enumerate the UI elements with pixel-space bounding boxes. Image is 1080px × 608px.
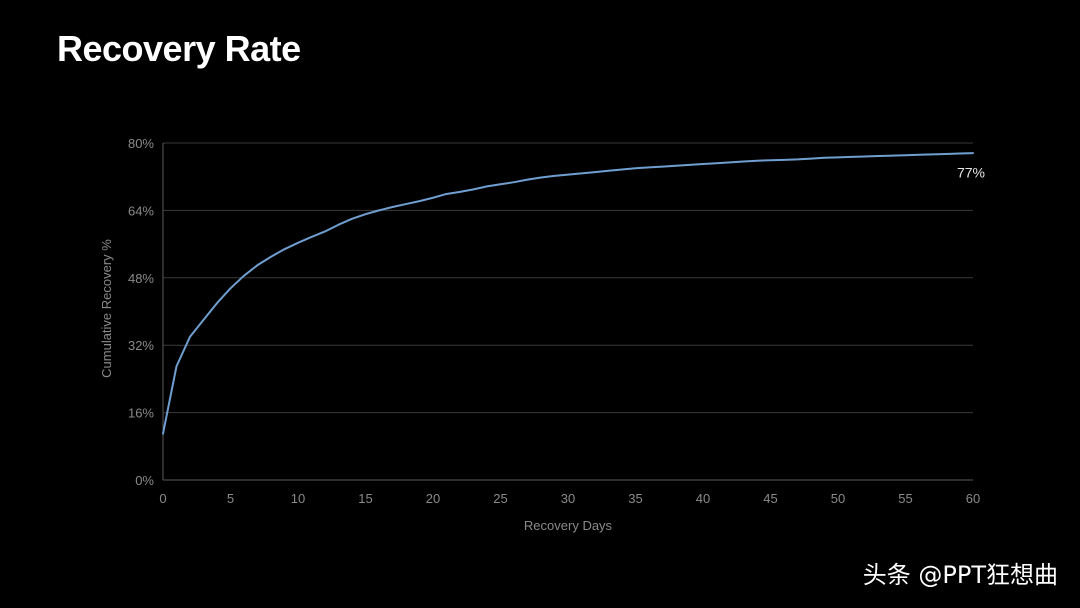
chart-series — [162, 152, 974, 435]
slide-title: Recovery Rate — [57, 28, 301, 69]
x-tick-label: 0 — [159, 491, 166, 506]
x-tick-label: 20 — [426, 491, 440, 506]
x-tick-label: 10 — [291, 491, 305, 506]
chart-gridlines — [163, 142, 973, 414]
y-tick-label: 16% — [128, 406, 154, 421]
x-tick-label: 5 — [227, 491, 234, 506]
x-tick-label: 25 — [493, 491, 507, 506]
x-tick-label: 15 — [358, 491, 372, 506]
y-tick-label: 0% — [135, 473, 154, 488]
x-tick-label: 60 — [966, 491, 980, 506]
x-tick-label: 45 — [763, 491, 777, 506]
end-value-label: 77% — [957, 165, 985, 181]
series-line — [162, 152, 974, 435]
y-tick-label: 48% — [128, 271, 154, 286]
y-tick-label: 80% — [128, 136, 154, 151]
watermark: 头条 @PPT狂想曲 — [862, 561, 1058, 589]
y-tick-label: 64% — [128, 203, 154, 218]
chart-axes — [162, 143, 973, 481]
chart-tick-labels: 0% 16% 32% 48% 64% 80% 0 5 10 15 20 25 30 35 40 45 50 55 6… — [128, 136, 980, 506]
x-tick-label: 50 — [831, 491, 845, 506]
x-tick-label: 30 — [561, 491, 575, 506]
x-axis-title: Recovery Days — [524, 518, 613, 533]
y-axis-title: Cumulative Recovery % — [99, 239, 114, 378]
x-tick-label: 35 — [628, 491, 642, 506]
y-tick-label: 32% — [128, 338, 154, 353]
x-tick-label: 55 — [898, 491, 912, 506]
chart-annotations: 77% — [957, 165, 985, 181]
x-tick-label: 40 — [696, 491, 710, 506]
